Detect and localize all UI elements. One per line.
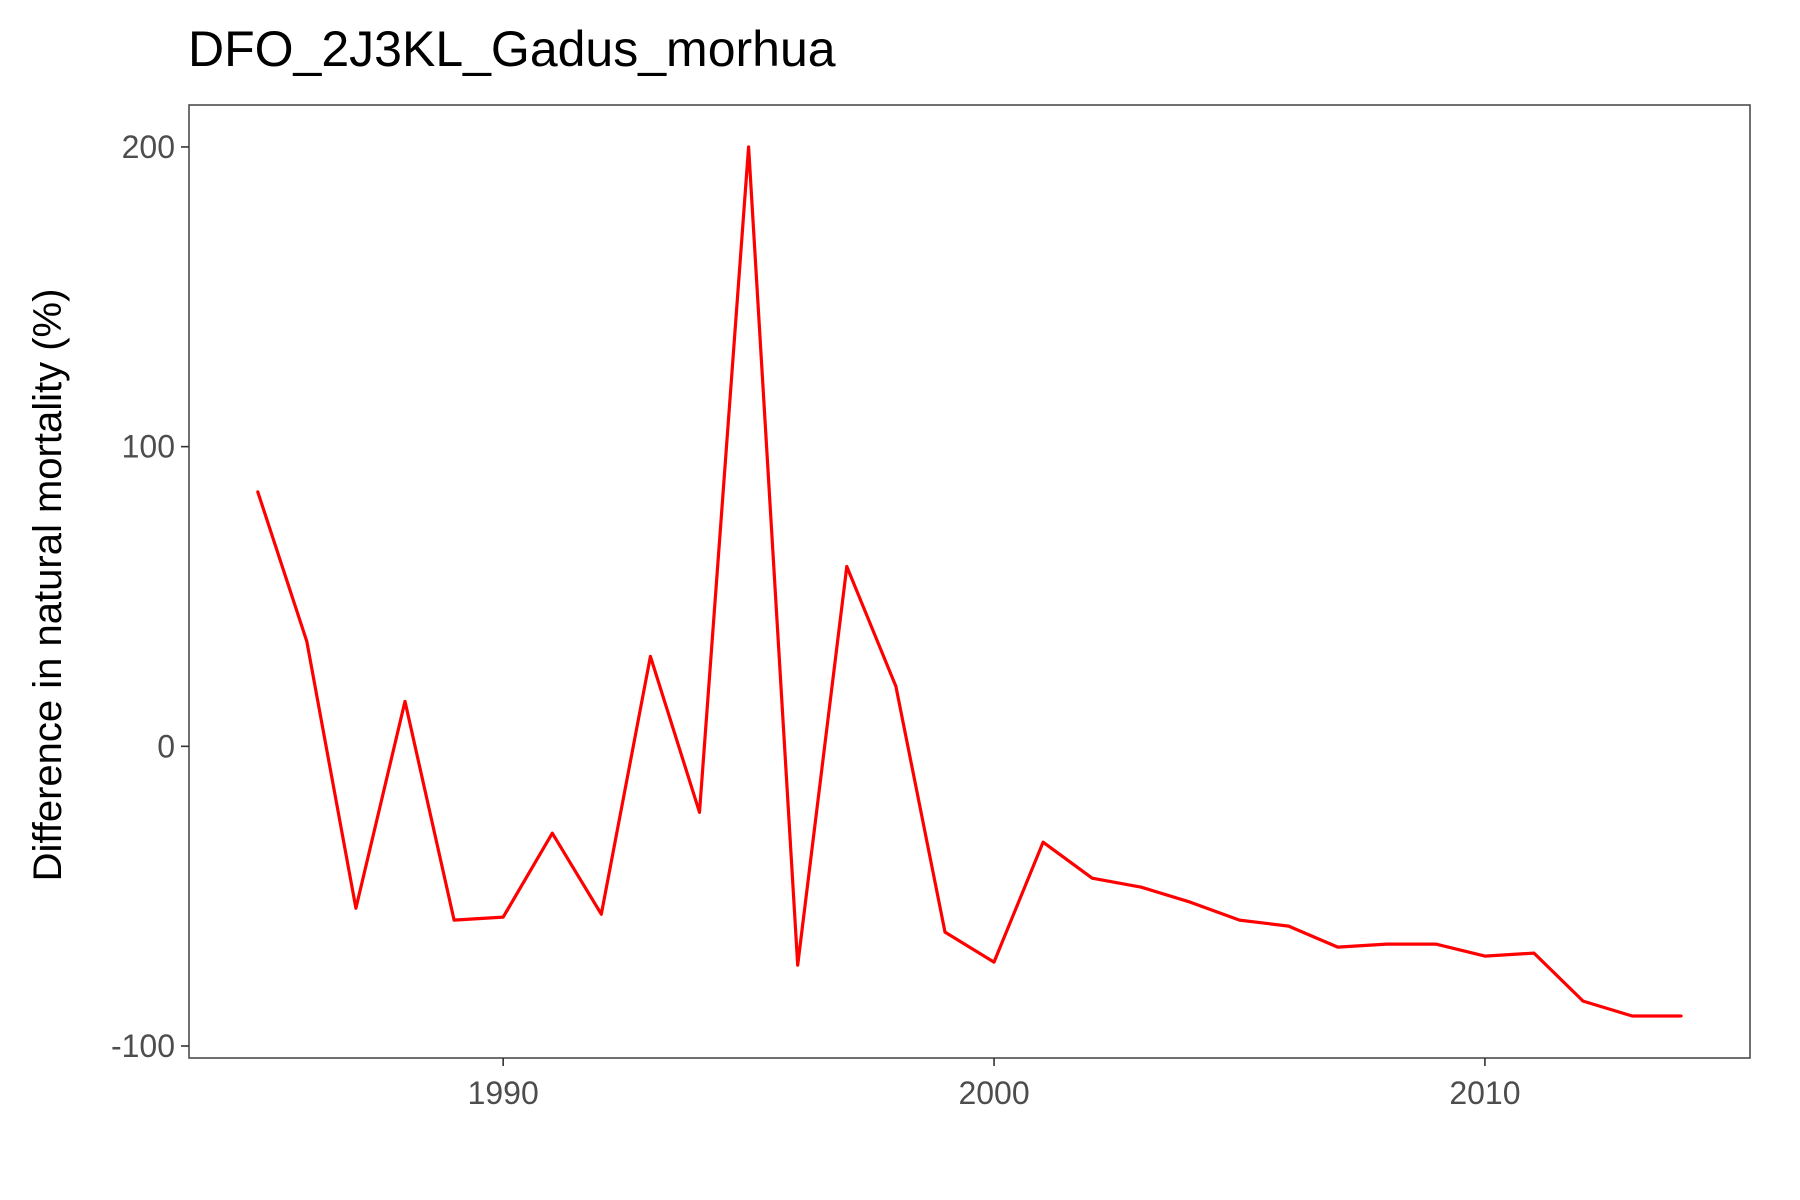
x-tick-label: 2000 <box>958 1075 1029 1111</box>
data-point <box>1336 945 1340 949</box>
data-point <box>1581 999 1585 1003</box>
data-point <box>550 831 554 835</box>
data-point <box>1532 951 1536 955</box>
data-point <box>305 640 309 643</box>
x-axis: 1990 2000 2010 <box>468 1058 1521 1111</box>
data-point <box>992 960 996 964</box>
y-tick-label: 100 <box>122 429 175 465</box>
data-point <box>1238 918 1241 922</box>
data-point <box>1630 1014 1634 1018</box>
y-axis-label: Difference in natural mortality (%) <box>26 289 70 882</box>
data-point <box>452 918 456 922</box>
data-point <box>1041 840 1045 844</box>
series-line <box>256 145 1682 1018</box>
y-tick-label: 200 <box>122 129 175 165</box>
data-point <box>1189 900 1192 904</box>
x-tick-label: 1990 <box>468 1075 539 1111</box>
data-point <box>894 685 898 688</box>
data-point <box>1090 876 1094 880</box>
data-point <box>1434 942 1438 946</box>
data-point <box>845 565 849 568</box>
x-tick-label: 2010 <box>1449 1075 1520 1111</box>
data-point <box>501 915 505 919</box>
data-point <box>649 655 652 658</box>
data-point <box>796 963 800 967</box>
y-tick-label: 0 <box>157 728 175 764</box>
data-point <box>599 912 603 916</box>
y-axis: -100 0 100 200 <box>111 129 189 1064</box>
data-point <box>1679 1014 1683 1018</box>
y-tick-label: -100 <box>111 1028 175 1064</box>
data-point <box>1287 924 1290 928</box>
data-point <box>747 145 750 149</box>
data-point <box>1483 954 1487 958</box>
data-point <box>1139 885 1143 889</box>
data-point <box>256 490 260 493</box>
chart-title: DFO_2J3KL_Gadus_morhua <box>188 21 836 77</box>
plot-panel <box>188 104 1751 1059</box>
data-point <box>1385 942 1389 946</box>
data-point <box>943 930 947 934</box>
data-point <box>354 906 358 910</box>
data-point <box>698 810 701 814</box>
series-layer <box>256 145 1683 1018</box>
data-point <box>403 700 407 703</box>
